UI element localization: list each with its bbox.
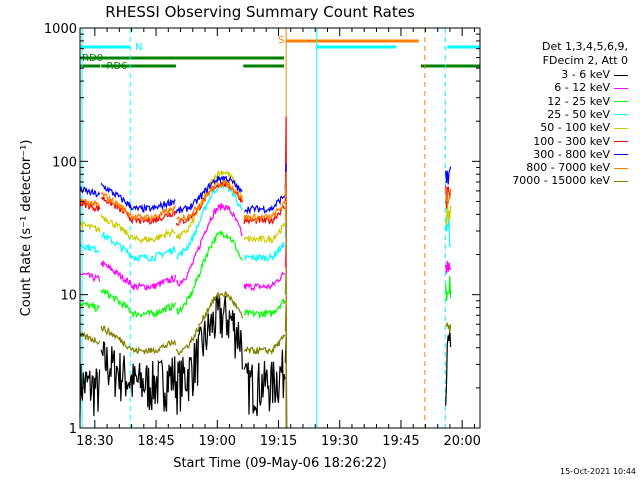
x-tick-label: 20:00 xyxy=(443,434,480,449)
series-line xyxy=(79,163,452,429)
legend-label: 800 - 7000 keV xyxy=(526,161,610,175)
legend-item: 300 - 800 keV xyxy=(533,148,628,161)
legend-item: 100 - 300 keV xyxy=(533,135,628,148)
flag-label: S xyxy=(278,35,284,46)
y-tick-label: 10 xyxy=(60,289,77,304)
legend-label: 50 - 100 keV xyxy=(540,121,610,135)
legend-label: 100 - 300 keV xyxy=(533,134,610,148)
legend-header-2: FDecim 2, Att 0 xyxy=(542,54,628,67)
legend-swatch xyxy=(614,127,628,129)
legend-item: 50 - 100 keV xyxy=(540,121,628,134)
flag-label: RD0 xyxy=(82,53,103,64)
series-line xyxy=(79,180,452,429)
plot-frame xyxy=(79,27,481,429)
legend-label: 6 - 12 keV xyxy=(554,81,610,95)
series-line xyxy=(79,229,452,429)
series-line xyxy=(79,203,452,429)
legend-header-1: Det 1,3,4,5,6,9, xyxy=(541,40,628,53)
legend-swatch xyxy=(614,101,628,103)
x-axis: 18:30 18:45 19:00 19:15 19:30 19:45 20:00 xyxy=(76,28,481,449)
chart-title: RHESSI Observing Summary Count Rates xyxy=(105,3,415,21)
legend-item: 12 - 25 keV xyxy=(547,95,628,108)
footer-date: 15-Oct-2021 10:44 xyxy=(560,467,636,476)
legend-label: 12 - 25 keV xyxy=(547,94,610,108)
plot-area: N S RD0 RD6 xyxy=(79,28,480,429)
legend-item: 800 - 7000 keV xyxy=(526,161,628,174)
y-tick-label: 100 xyxy=(52,155,77,170)
legend-swatch xyxy=(614,114,628,116)
legend-swatch xyxy=(614,141,628,142)
flag-label: N xyxy=(135,42,142,53)
x-axis-label: Start Time (09-May-06 18:26:22) xyxy=(173,456,387,471)
legend-item: 3 - 6 keV xyxy=(561,68,628,81)
legend-swatch xyxy=(614,74,628,76)
y-tick-label: 1000 xyxy=(44,22,77,37)
series-line xyxy=(79,290,452,429)
y-axis-label: Count Rate (s⁻¹ detector⁻¹) xyxy=(19,140,34,317)
legend-swatch xyxy=(614,180,628,182)
legend-label: 7000 - 15000 keV xyxy=(512,174,610,188)
legend-item: 6 - 12 keV xyxy=(554,81,628,94)
legend-label: 3 - 6 keV xyxy=(561,68,610,81)
x-tick-label: 19:00 xyxy=(199,434,236,449)
legend-label: 25 - 50 keV xyxy=(547,107,610,121)
legend-item: 25 - 50 keV xyxy=(547,108,628,121)
x-tick-label: 18:45 xyxy=(137,434,174,449)
series-line xyxy=(79,171,452,429)
legend-label: 300 - 800 keV xyxy=(533,147,610,161)
legend-swatch xyxy=(614,167,628,169)
x-tick-label: 18:30 xyxy=(76,434,113,449)
y-tick-label: 1 xyxy=(69,422,77,437)
x-tick-label: 19:30 xyxy=(321,434,358,449)
legend-swatch xyxy=(614,87,628,89)
flag-label: RD6 xyxy=(107,61,128,72)
legend-swatch xyxy=(614,154,628,156)
y-axis: 1 10 100 1000 xyxy=(44,22,480,437)
x-tick-label: 19:45 xyxy=(382,434,419,449)
x-tick-label: 19:15 xyxy=(260,434,297,449)
series-line xyxy=(79,294,452,429)
legend-item: 7000 - 15000 keV xyxy=(512,174,628,187)
